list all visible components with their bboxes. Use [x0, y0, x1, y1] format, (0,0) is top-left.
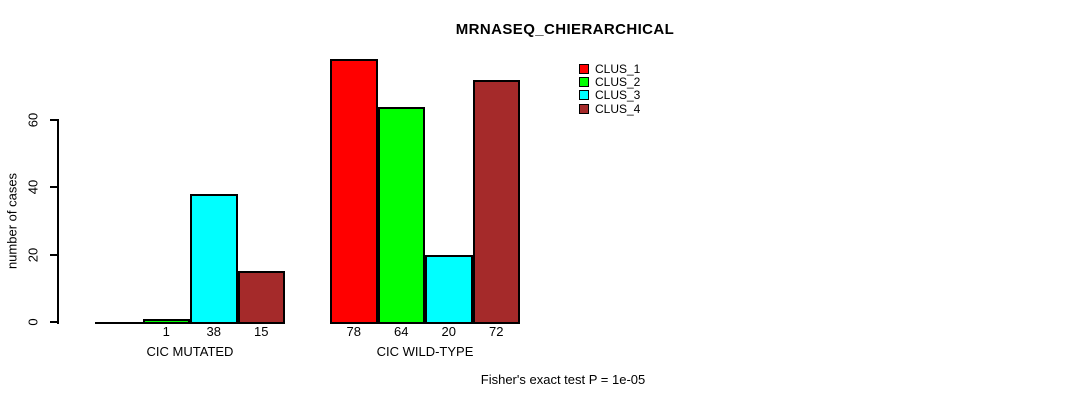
annotation-text: Fisher's exact test P = 1e-05	[480, 372, 646, 387]
legend-color-swatch	[579, 90, 589, 101]
bar-clus_1-zero	[95, 322, 145, 324]
y-tick	[50, 118, 58, 121]
bar-value-label: 38	[206, 324, 221, 339]
bar-clus_4	[237, 271, 285, 324]
bar-value-label: 72	[489, 324, 504, 339]
chart-title: MRNASEQ_CHIERARCHICAL	[455, 21, 675, 38]
y-tick-label: 60	[25, 112, 41, 128]
bar-clus_1	[330, 59, 378, 324]
group-label: CIC WILD-TYPE	[376, 344, 474, 359]
legend-label: CLUS_1	[595, 61, 641, 76]
y-tick	[50, 253, 58, 256]
legend-item: CLUS_4	[579, 101, 641, 116]
legend-label: CLUS_3	[595, 88, 641, 103]
y-tick	[50, 186, 58, 189]
legend-color-swatch	[579, 103, 589, 114]
legend-label: CLUS_4	[595, 101, 641, 116]
bar-clus_2	[142, 318, 190, 324]
y-axis-line	[57, 119, 59, 324]
bar-value-label: 20	[441, 324, 456, 339]
y-axis-label: number of cases	[4, 172, 20, 270]
y-tick-label: 0	[25, 318, 41, 326]
bar-clus_4	[472, 79, 520, 324]
bar-clus_3	[425, 254, 473, 324]
legend: CLUS_1 CLUS_2 CLUS_3 CLUS_4	[579, 62, 640, 116]
y-tick	[50, 321, 58, 323]
bar-clus_3	[190, 194, 238, 324]
bar-value-label: 15	[254, 324, 269, 339]
bar-value-label: 1	[162, 324, 170, 339]
legend-item: CLUS_3	[579, 88, 641, 103]
y-tick-label: 40	[25, 180, 41, 195]
y-tick-label: 20	[25, 247, 41, 262]
legend-label: CLUS_2	[595, 75, 641, 90]
legend-color-swatch	[579, 77, 589, 88]
legend-color-swatch	[579, 63, 589, 74]
legend-item: CLUS_2	[579, 75, 641, 90]
bar-value-label: 78	[346, 324, 361, 339]
bar-clus_2	[377, 106, 425, 324]
group-label: CIC MUTATED	[146, 344, 234, 359]
bar-value-label: 64	[394, 324, 409, 339]
legend-item: CLUS_1	[579, 61, 641, 76]
